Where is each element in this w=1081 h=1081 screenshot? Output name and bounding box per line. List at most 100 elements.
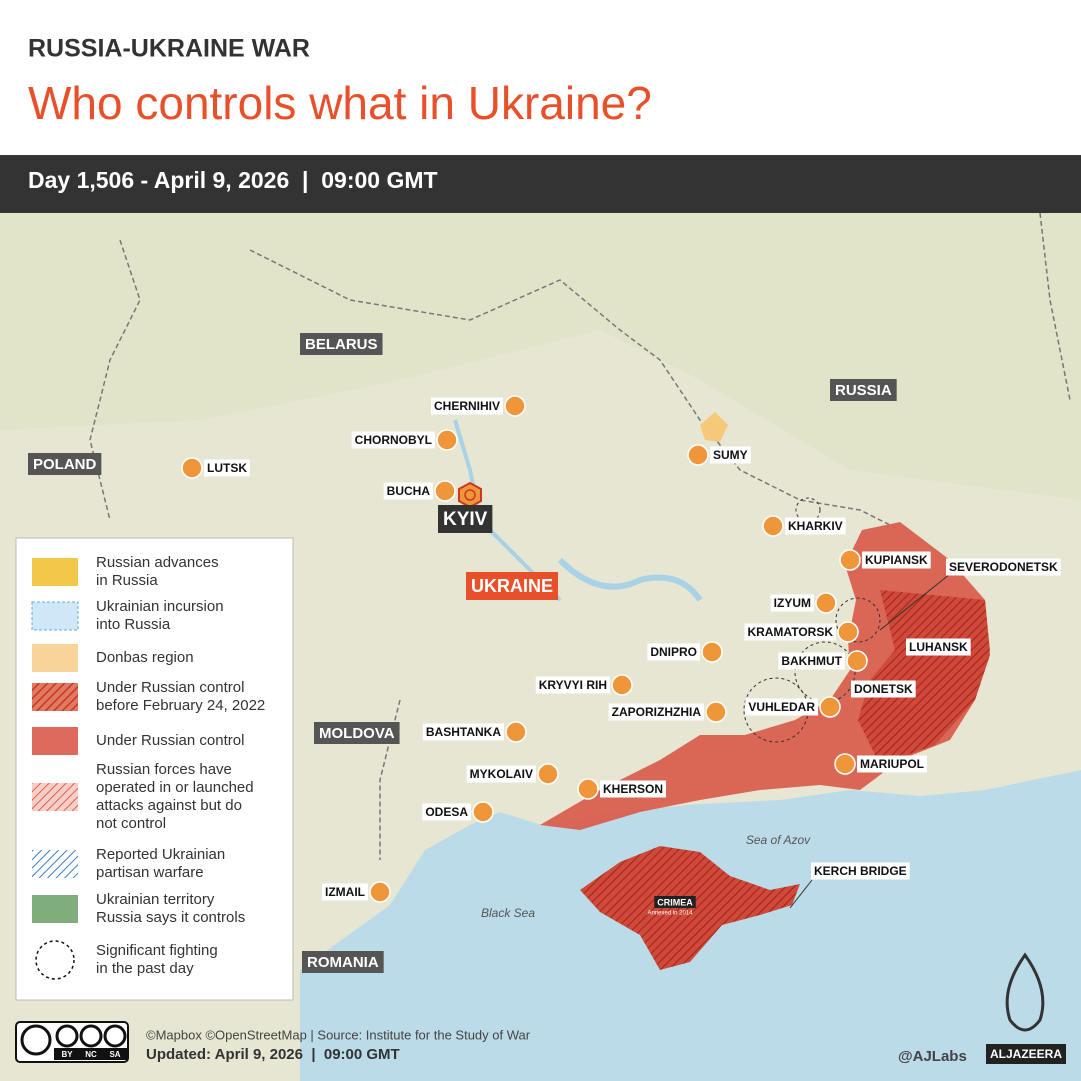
city-label: BASHTANKA (426, 725, 501, 739)
city-label-group: KRYVYI RIH (535, 676, 610, 694)
brand: ALJAZEERA (990, 1047, 1062, 1061)
date-bar (0, 155, 1081, 213)
city-dot (434, 480, 456, 502)
country-label-group: ROMANIA (302, 951, 384, 973)
country-label: POLAND (33, 456, 97, 473)
capital-label: KYIV (443, 509, 488, 530)
city-label: ZAPORIZHZHIA (612, 705, 702, 719)
country-label: ROMANIA (307, 954, 379, 971)
crimea-note: Annexed in 2014 (647, 911, 693, 917)
legend-label: Under Russian control (96, 679, 244, 696)
city-label: DNIPRO (650, 645, 697, 659)
country-label-group: BELARUS (300, 333, 383, 355)
land-north (0, 213, 1081, 500)
region-label-box (851, 680, 916, 698)
handle: @AJLabs (898, 1048, 967, 1065)
city-label-box (430, 397, 503, 415)
city-dot (577, 778, 599, 800)
country-label-box (830, 379, 897, 401)
city-dot (436, 429, 458, 451)
legend-label: in Russia (96, 572, 158, 589)
sa-icon (103, 1024, 127, 1048)
legend-label: Under Russian control (96, 732, 244, 749)
credits: ©Mapbox ©OpenStreetMap | Source: Institu… (146, 1027, 531, 1042)
legend-label: operated in or launched (96, 779, 254, 796)
city-label-group: VUHLEDAR (745, 698, 818, 716)
city-dot (846, 650, 868, 672)
legend-label: not control (96, 815, 166, 832)
region-label-group: DONETSK (851, 680, 916, 698)
legend-label: Russian forces have (96, 761, 232, 778)
legend-swatch (32, 683, 78, 711)
city-label-box (778, 652, 845, 670)
city-label: CHORNOBYL (355, 433, 432, 447)
legend-label: attacks against but do (96, 797, 242, 814)
city-label-box (857, 755, 927, 773)
fighting-circle (794, 641, 856, 703)
city-label-group: SUMY (710, 446, 751, 464)
cc-strip (54, 1048, 128, 1060)
legend-label: into Russia (96, 616, 171, 633)
city-label-group: LUTSK (204, 459, 250, 477)
city-dot (369, 881, 391, 903)
region-label-box (906, 638, 971, 656)
city-label-group: MYKOLAIV (466, 765, 536, 783)
region-label: DONETSK (854, 682, 913, 696)
city-dot (834, 753, 856, 775)
by-icon (55, 1024, 79, 1048)
crimea-label: CRIMEA (657, 897, 693, 907)
city-label-group: CHORNOBYL (351, 431, 435, 449)
city-label: SUMY (713, 448, 748, 462)
city-label-group: CHERNIHIV (430, 397, 503, 415)
city-label: KUPIANSK (865, 553, 928, 567)
city-label: KRYVYI RIH (539, 678, 607, 692)
city-dot (472, 801, 494, 823)
license-text: NC (85, 1050, 97, 1059)
country-label: UKRAINE (471, 576, 553, 596)
country-label-box (28, 453, 102, 475)
leader-line (879, 573, 951, 631)
title: Who controls what in Ukraine? (28, 77, 652, 129)
country-label-group: RUSSIA (830, 379, 897, 401)
city-label-group: ZAPORIZHZHIA (608, 703, 704, 721)
sea-label: Sea of Azov (746, 833, 811, 847)
city-dot (819, 696, 841, 718)
footer: BY NC SA ©Mapbox ©OpenStreetMap | Source… (15, 952, 1066, 1065)
city-dot (537, 763, 559, 785)
city-label-box (600, 780, 667, 798)
city-label: IZMAIL (325, 885, 365, 899)
city-label-group: IZMAIL (322, 883, 368, 901)
legend-label: before February 24, 2022 (96, 697, 265, 714)
city-label-box (770, 594, 814, 612)
city-label-box (647, 643, 700, 661)
city-label: MARIUPOL (860, 757, 924, 771)
city-label-box (383, 482, 433, 500)
city-dot (815, 592, 837, 614)
city-label: VUHLEDAR (748, 700, 815, 714)
region-label-box (946, 558, 1061, 576)
city-label-box (322, 883, 368, 901)
city-dot (611, 674, 633, 696)
legend-swatch (32, 558, 78, 586)
city-dot (701, 641, 723, 663)
city-label-box (466, 765, 536, 783)
legend-swatch (31, 601, 79, 631)
capital-dot (464, 489, 476, 501)
region-label: LUHANSK (909, 640, 968, 654)
country-label: MOLDOVA (319, 725, 395, 742)
legend-label: Russia says it controls (96, 909, 245, 926)
fighting-circle (835, 597, 881, 643)
city-label: MYKOLAIV (470, 767, 533, 781)
city-dot (504, 395, 526, 417)
date-text: Day 1,506 - April 9, 2026 | 09:00 GMT (28, 167, 438, 193)
capital-label-group: KYIV (438, 505, 493, 533)
legend-label: Ukrainian territory (96, 891, 215, 908)
city-label-group: ODESA (422, 803, 471, 821)
city-label: KRAMATORSK (747, 625, 833, 639)
logo-mark (1005, 952, 1045, 1032)
legend-label: partisan warfare (96, 864, 204, 881)
city-label-group: BUCHA (383, 482, 433, 500)
city-label-box (608, 703, 704, 721)
city-label-group: BAKHMUT (778, 652, 845, 670)
